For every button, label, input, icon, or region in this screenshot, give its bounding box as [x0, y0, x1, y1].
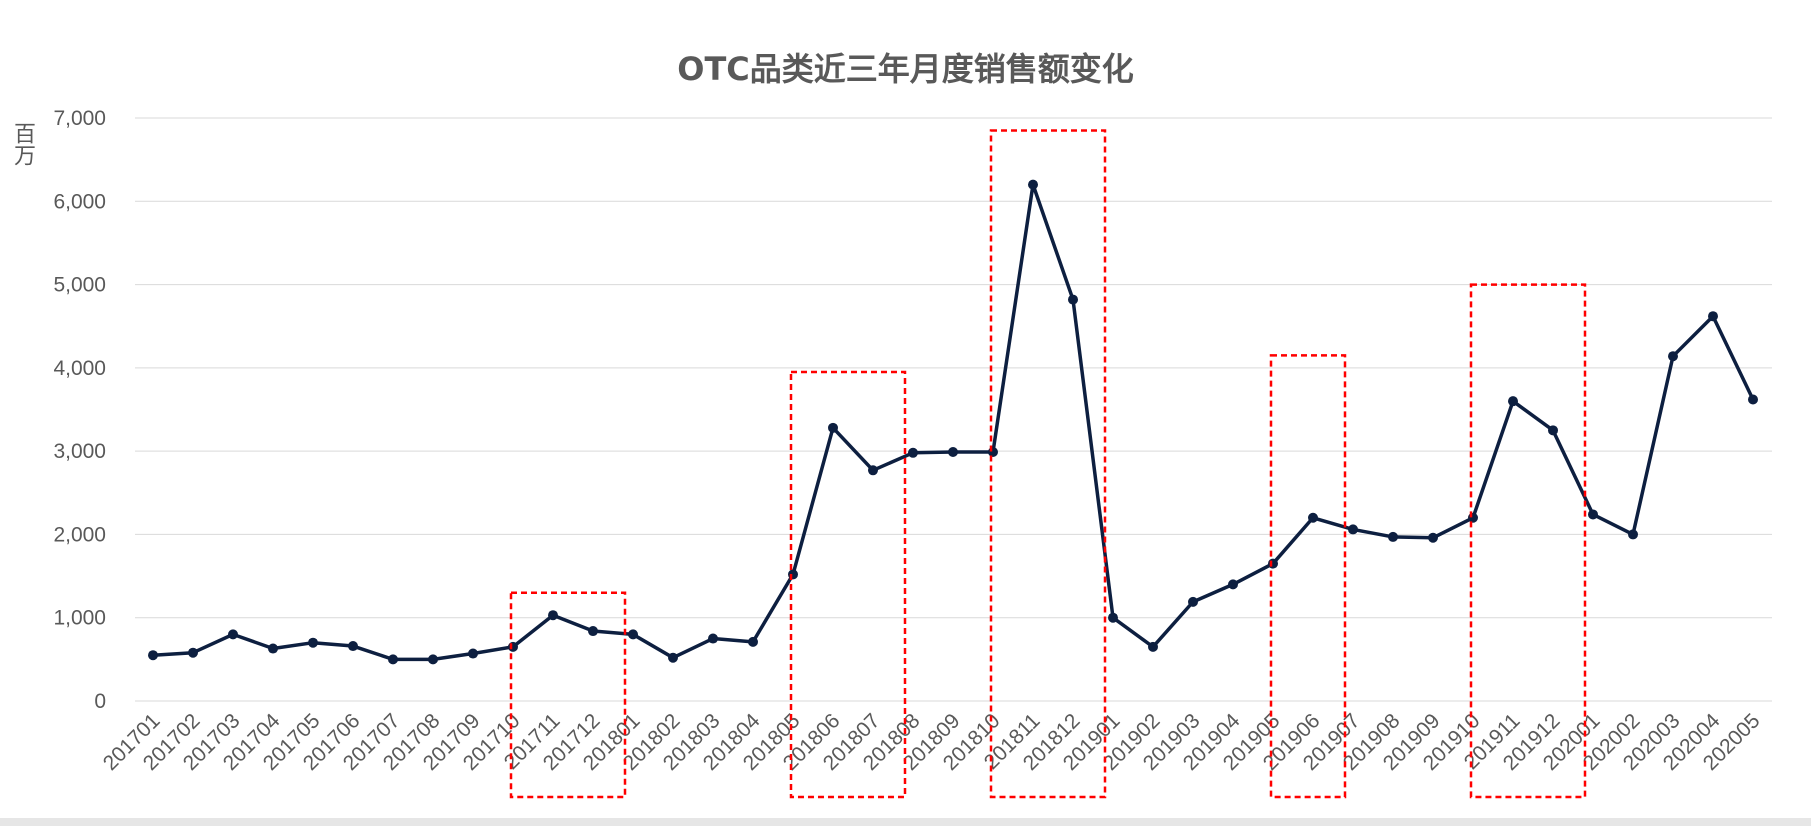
y-tick-label: 6,000 [53, 190, 106, 213]
data-point [668, 652, 678, 663]
data-point [1708, 311, 1718, 322]
y-tick-label: 7,000 [53, 107, 106, 130]
data-point [1748, 394, 1758, 405]
data-point [1228, 579, 1238, 590]
data-point [628, 629, 638, 640]
data-point [1388, 531, 1398, 542]
data-point [588, 626, 598, 637]
y-tick-label: 3,000 [53, 440, 106, 463]
data-point [508, 641, 518, 652]
data-point [268, 643, 278, 654]
data-point [468, 648, 478, 659]
series-line [152, 182, 1755, 662]
data-point [1268, 558, 1278, 569]
bottom-scrollbar-strip [0, 818, 1811, 826]
data-point [1348, 524, 1358, 535]
data-point [188, 647, 198, 658]
data-point [708, 633, 718, 644]
data-point [1508, 396, 1518, 407]
data-point [548, 610, 558, 621]
data-point [908, 447, 918, 458]
data-point [828, 422, 838, 433]
highlight-box [1269, 354, 1347, 799]
y-tick-label: 5,000 [53, 274, 106, 297]
data-point [148, 650, 158, 661]
data-point [788, 569, 798, 580]
data-point [1108, 612, 1118, 623]
data-point [1548, 425, 1558, 436]
highlight-box [789, 370, 907, 799]
data-point [1428, 532, 1438, 543]
y-tick-label: 4,000 [53, 357, 106, 380]
data-point [308, 637, 318, 648]
data-point [1068, 294, 1078, 305]
data-point [388, 654, 398, 665]
data-point [1468, 512, 1478, 523]
y-axis-unit-label: 百万 [10, 122, 35, 166]
data-point [948, 446, 958, 457]
data-point [988, 446, 998, 457]
data-point [868, 465, 878, 476]
data-point [1628, 529, 1638, 540]
data-point [1148, 641, 1158, 652]
data-point [1028, 179, 1038, 190]
data-point [348, 641, 358, 652]
y-tick-label: 1,000 [53, 607, 106, 630]
highlight-box [1469, 283, 1587, 799]
data-point [1188, 596, 1198, 607]
data-point [748, 636, 758, 647]
data-point [228, 629, 238, 640]
data-point [1668, 351, 1678, 362]
data-point [428, 654, 438, 665]
data-point [1308, 512, 1318, 523]
y-tick-label: 2,000 [53, 523, 106, 546]
chart-title: OTC品类近三年月度销售额变化 [677, 50, 1134, 88]
highlight-box [509, 591, 627, 799]
y-tick-label: 0 [94, 690, 106, 713]
data-point [1588, 509, 1598, 520]
